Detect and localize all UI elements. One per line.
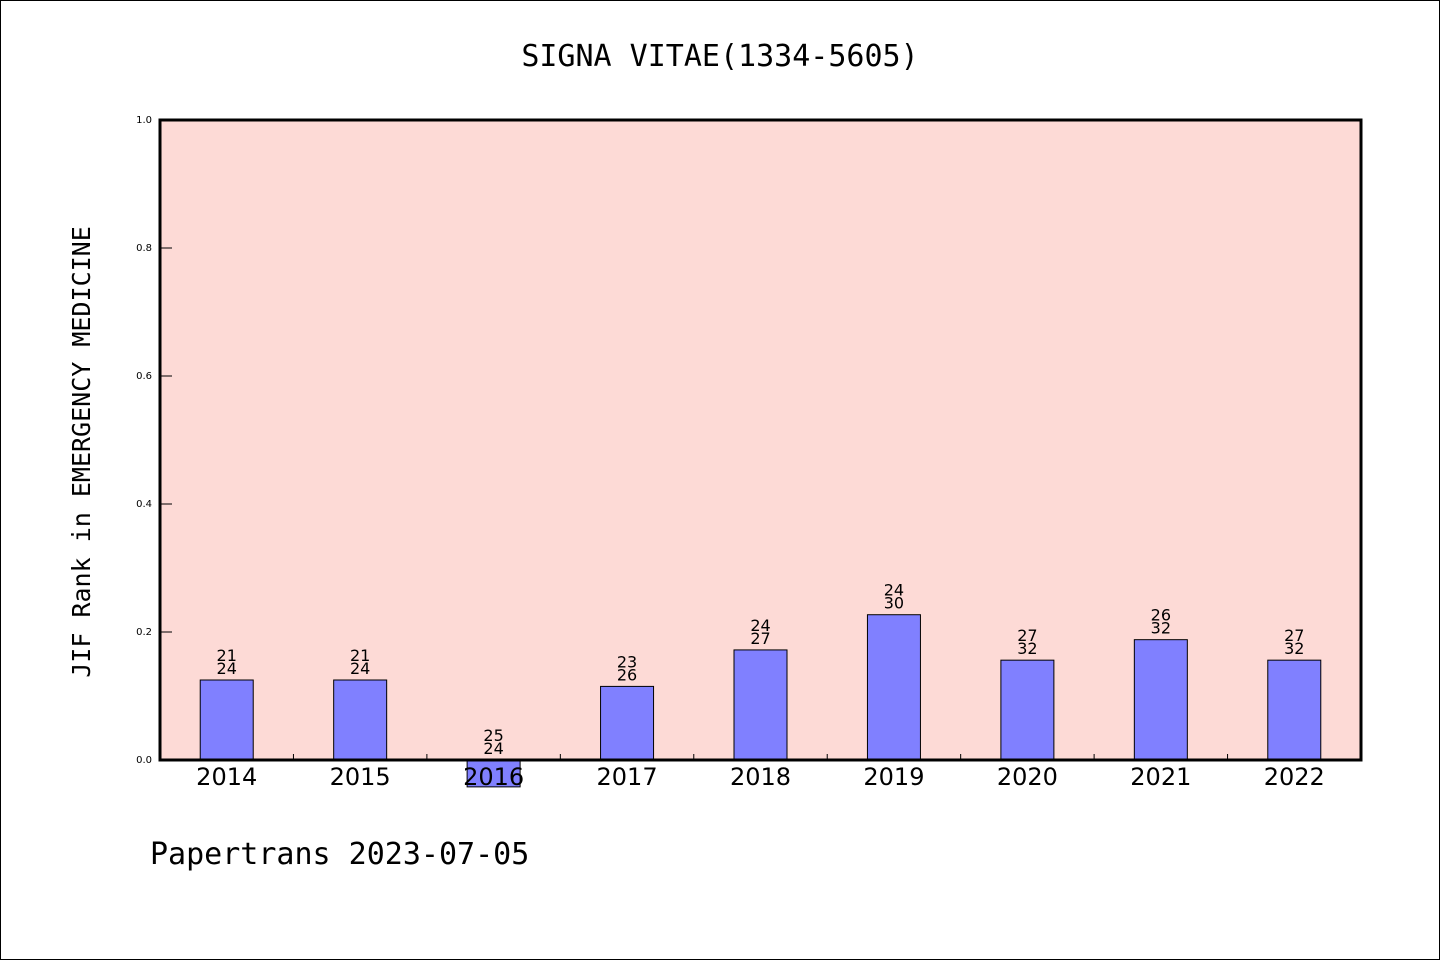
rank-label: 27 (1017, 626, 1037, 645)
y-tick-label: 0.2 (136, 627, 152, 638)
rank-label: 21 (217, 646, 237, 665)
rank-label: 27 (1284, 626, 1304, 645)
y-tick-label: 0.0 (136, 755, 152, 766)
bar-2017 (600, 685, 655, 761)
total-label: 32 (1017, 639, 1037, 658)
total-label: 30 (884, 594, 904, 613)
rank-label: 25 (483, 726, 503, 745)
x-tick-label: 2016 (463, 763, 524, 791)
y-tick-label: 0.8 (136, 243, 152, 254)
bar-2016 (466, 759, 521, 788)
chart-title: SIGNA VITAE(1334-5605) (521, 39, 918, 74)
y-tick-label: 0.6 (136, 371, 152, 382)
rank-label: 24 (750, 616, 770, 635)
bar-2020 (1000, 659, 1055, 761)
footer-credit: Papertrans 2023-07-05 (150, 837, 529, 872)
x-tick-label: 2015 (330, 763, 391, 791)
x-tick-label: 2021 (1130, 763, 1191, 791)
rank-label: 26 (1151, 606, 1171, 625)
x-tick-label: 2017 (597, 763, 658, 791)
x-axis: 2014 2015 2016 2017 2018 2019 2020 2021 2022 (196, 754, 1325, 791)
total-label: 32 (1284, 639, 1304, 658)
total-label: 27 (750, 629, 770, 648)
total-label: 24 (217, 659, 237, 678)
bar-2019 (866, 614, 921, 761)
bar-2014 (199, 679, 254, 761)
x-tick-label: 2018 (730, 763, 791, 791)
y-tick-label: 1.0 (136, 115, 152, 126)
bar-2018 (733, 649, 788, 761)
y-axis-label: JIF Rank in EMERGENCY MEDICINE (67, 226, 96, 678)
total-label: 24 (483, 739, 503, 758)
y-tick-label: 0.4 (136, 499, 152, 510)
x-tick-label: 2014 (196, 763, 257, 791)
bar-2022 (1267, 659, 1322, 761)
bar-2021 (1133, 639, 1188, 761)
y-axis: 0.0 0.2 0.4 0.6 0.8 1.0 (136, 115, 172, 766)
x-tick-label: 2019 (863, 763, 924, 791)
rank-label: 23 (617, 652, 637, 671)
rank-label: 21 (350, 646, 370, 665)
total-label: 24 (350, 659, 370, 678)
plot-border (158, 118, 1363, 762)
total-label: 26 (617, 665, 637, 684)
rank-label: 24 (884, 581, 904, 600)
bar-2015 (333, 679, 388, 761)
total-label: 32 (1151, 619, 1171, 638)
x-tick-label: 2022 (1264, 763, 1325, 791)
x-tick-label: 2020 (997, 763, 1058, 791)
